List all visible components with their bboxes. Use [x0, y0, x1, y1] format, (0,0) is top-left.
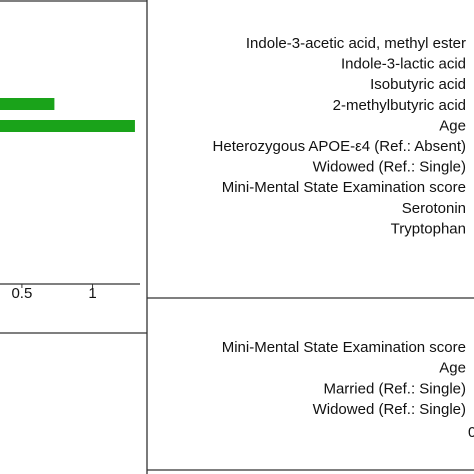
y-tick-label: Indole-3-acetic acid, methyl ester: [246, 35, 466, 52]
y-tick-label: Mini-Mental State Examination score: [222, 179, 466, 196]
y-tick-label: Tryptophan: [391, 220, 466, 237]
y-tick-label: Widowed (Ref.: Single): [313, 159, 466, 176]
y-tick-label: 2-methylbutyric acid: [333, 97, 466, 114]
y-tick-label: Age: [439, 117, 466, 134]
y-tick-label: Serotonin: [402, 200, 466, 217]
bar: [0, 120, 135, 132]
y-tick-label: Heterozygous APOE-ε4 (Ref.: Absent): [213, 138, 466, 155]
y-tick-label: Married (Ref.: Single): [323, 380, 466, 397]
y-tick-label: Widowed (Ref.: Single): [313, 401, 466, 418]
y-tick-label: Mini-Mental State Examination score: [222, 339, 466, 356]
y-tick-label: Age: [439, 360, 466, 377]
y-tick-label: Indole-3-lactic acid: [341, 56, 466, 73]
x-tick-label: 1: [88, 285, 96, 302]
x-tick-label: 0.5: [11, 285, 32, 302]
bar: [0, 98, 55, 110]
y-tick-label: Isobutyric acid: [370, 76, 466, 93]
x-tick-label: 0: [468, 424, 474, 441]
